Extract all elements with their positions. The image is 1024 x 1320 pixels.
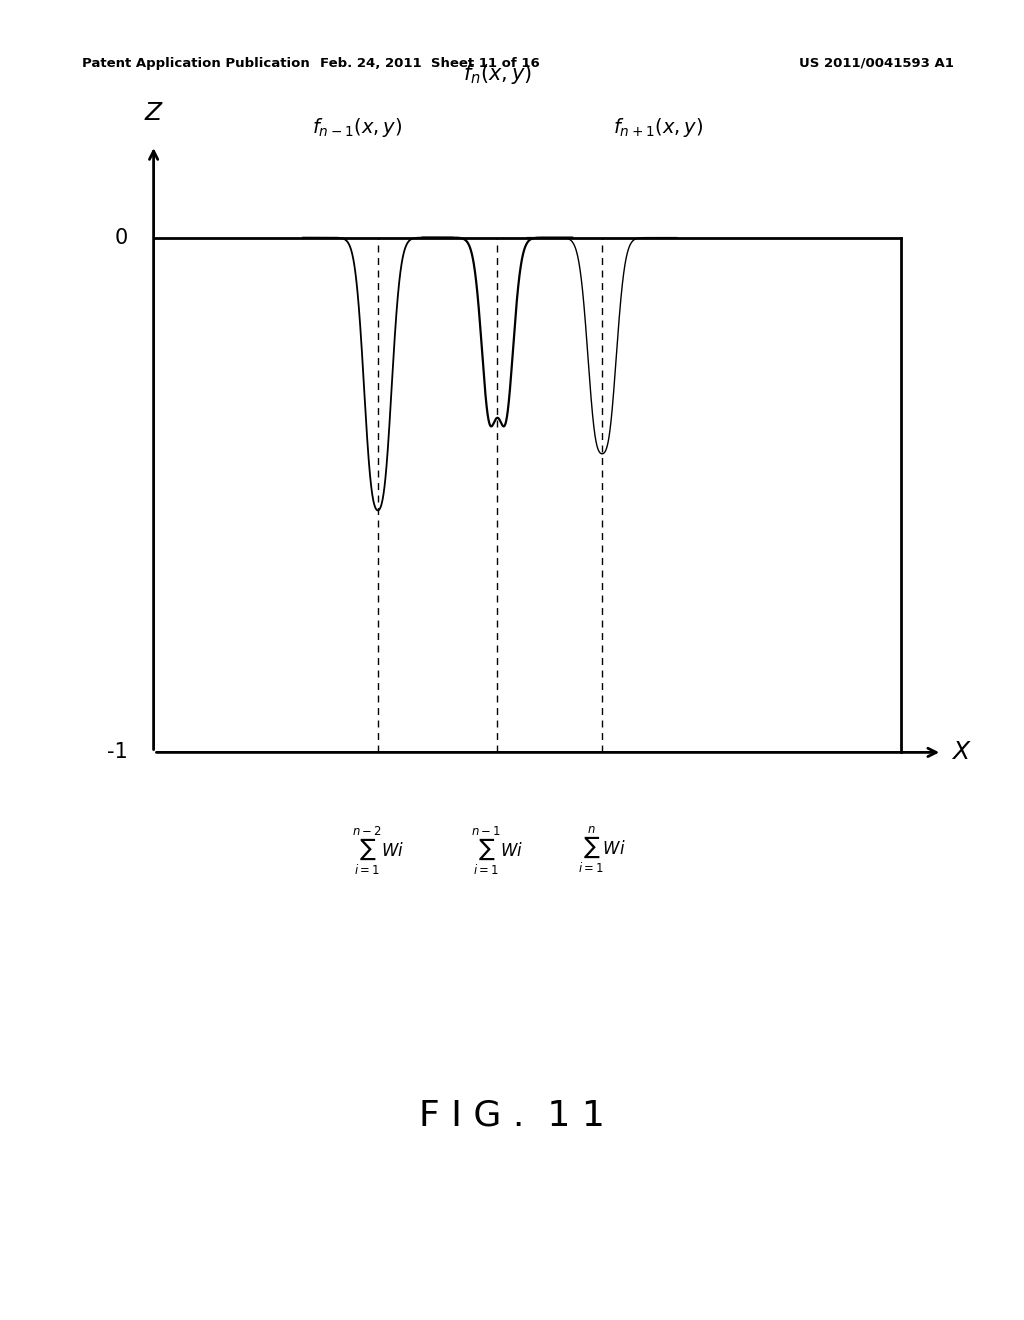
Text: $\sum_{i=1}^{n-1}Wi$: $\sum_{i=1}^{n-1}Wi$	[471, 825, 523, 878]
Text: $f_{n-1}(x,y)$: $f_{n-1}(x,y)$	[312, 116, 402, 139]
Text: $f_{n+1}(x,y)$: $f_{n+1}(x,y)$	[613, 116, 703, 139]
Text: F I G .  1 1: F I G . 1 1	[419, 1098, 605, 1133]
Text: $\sum_{i=1}^{n}Wi$: $\sum_{i=1}^{n}Wi$	[579, 825, 626, 875]
Text: Feb. 24, 2011  Sheet 11 of 16: Feb. 24, 2011 Sheet 11 of 16	[321, 57, 540, 70]
Text: -1: -1	[108, 742, 128, 763]
Text: US 2011/0041593 A1: US 2011/0041593 A1	[799, 57, 953, 70]
Text: $f_{n}(x,y)$: $f_{n}(x,y)$	[463, 62, 532, 86]
Text: Z: Z	[145, 102, 162, 125]
Text: $\sum_{i=1}^{n-2}Wi$: $\sum_{i=1}^{n-2}Wi$	[352, 825, 403, 878]
Text: X: X	[952, 741, 970, 764]
Text: 0: 0	[115, 227, 128, 248]
Text: Patent Application Publication: Patent Application Publication	[82, 57, 309, 70]
